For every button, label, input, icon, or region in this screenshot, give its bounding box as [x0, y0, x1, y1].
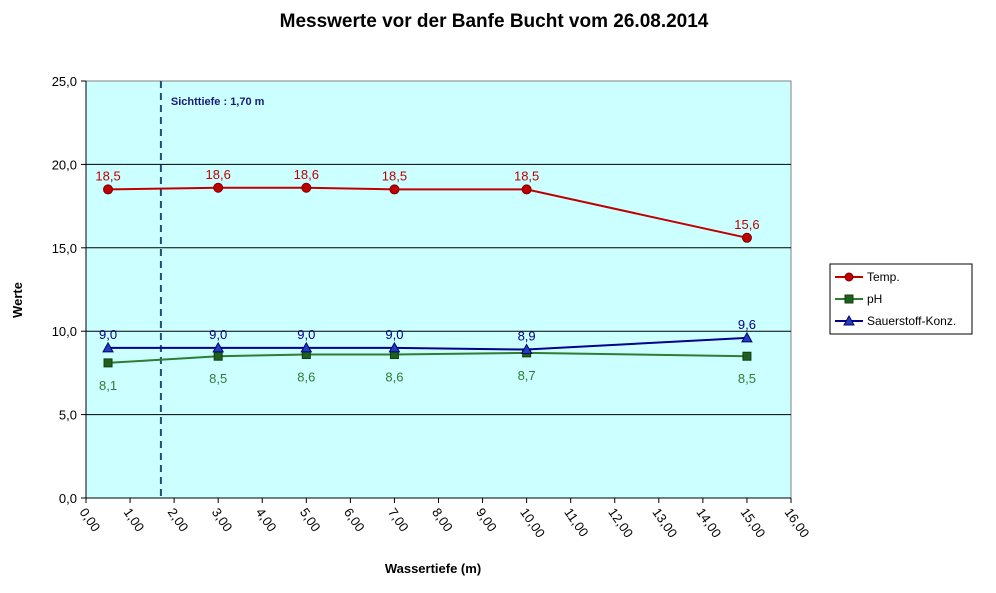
x-tick-label: 4,00	[253, 505, 280, 534]
data-point	[213, 351, 223, 361]
data-label: 15,6	[734, 217, 759, 232]
y-tick-label: 15,0	[52, 241, 77, 256]
data-point	[212, 341, 225, 353]
x-tick-label: 6,00	[341, 505, 368, 534]
y-tick-label: 10,0	[52, 324, 77, 339]
data-label: 18,6	[206, 167, 231, 182]
data-label: 18,5	[514, 168, 539, 183]
legend-marker	[844, 294, 854, 304]
series-line-2	[108, 336, 747, 351]
data-label: 8,1	[99, 378, 117, 393]
x-tick-label: 10,00	[517, 505, 548, 540]
plot-area: 0,0 5,0 10,0 15,0 20,0 25,0 0,00 1,00 2,00 3,00 4,…	[52, 74, 813, 540]
x-tick-label: 3,00	[209, 505, 236, 534]
x-tick-label: 2,00	[165, 505, 192, 534]
x-axis-title: Wassertiefe (m)	[385, 561, 481, 576]
x-tick-label: 7,00	[385, 505, 412, 534]
data-label: 9,6	[738, 317, 756, 332]
data-label: 8,6	[297, 370, 315, 385]
series-line-1	[107, 351, 747, 364]
data-point	[301, 182, 312, 193]
data-label: 8,7	[518, 368, 536, 383]
data-point	[103, 358, 113, 368]
data-label: 8,9	[518, 329, 536, 344]
data-point	[521, 184, 532, 195]
data-label: 9,0	[99, 327, 117, 342]
legend-label: Temp.	[867, 270, 900, 284]
data-label: 18,5	[95, 168, 120, 183]
data-label: 9,0	[385, 327, 403, 342]
legend-label: Sauerstoff-Konz.	[867, 314, 956, 328]
y-tick-label: 20,0	[52, 157, 77, 172]
data-point	[389, 184, 400, 195]
x-tick-label: 1,00	[121, 505, 148, 534]
plot-background	[85, 80, 792, 499]
y-tick-label: 25,0	[52, 74, 77, 89]
data-point	[103, 184, 114, 195]
x-tick-label: 16,00	[782, 505, 813, 540]
x-tick-label: 14,00	[693, 505, 724, 540]
data-label: 8,6	[385, 370, 403, 385]
data-point	[102, 341, 114, 353]
legend: Temp. pH Sauerstoff-Konz.	[829, 263, 973, 335]
data-point	[388, 341, 401, 353]
data-label: 8,5	[738, 371, 756, 386]
series-line-0	[108, 186, 748, 239]
data-label: 9,0	[297, 327, 315, 342]
data-point	[742, 351, 752, 361]
y-axis-title: Werte	[10, 282, 25, 318]
data-label: 18,6	[294, 167, 319, 182]
data-point	[520, 343, 533, 355]
legend-marker	[844, 272, 854, 282]
x-tick-label: 5,00	[297, 505, 324, 534]
x-tick-label: 15,00	[737, 505, 768, 540]
data-label: 9,0	[209, 327, 227, 342]
x-tick-label: 13,00	[649, 505, 680, 540]
legend-label: pH	[867, 292, 882, 306]
legend-marker	[843, 314, 855, 326]
secchi-depth-label: Sichttiefe : 1,70 m	[171, 96, 265, 108]
chart-title: Messwerte vor der Banfe Bucht vom 26.08.…	[280, 11, 709, 32]
x-tick-label: 11,00	[561, 505, 591, 539]
x-tick-label: 8,00	[429, 505, 456, 534]
x-tick-label: 12,00	[605, 505, 636, 540]
y-tick-label: 5,0	[59, 408, 77, 423]
data-point	[741, 331, 753, 343]
data-label: 18,5	[382, 168, 407, 183]
data-label: 8,5	[209, 371, 227, 386]
data-point	[300, 341, 313, 353]
data-point	[741, 232, 752, 243]
y-tick-label: 0,0	[59, 491, 77, 506]
data-point	[213, 182, 224, 193]
x-tick-label: 0,00	[77, 505, 104, 534]
x-tick-label: 9,00	[473, 505, 500, 534]
